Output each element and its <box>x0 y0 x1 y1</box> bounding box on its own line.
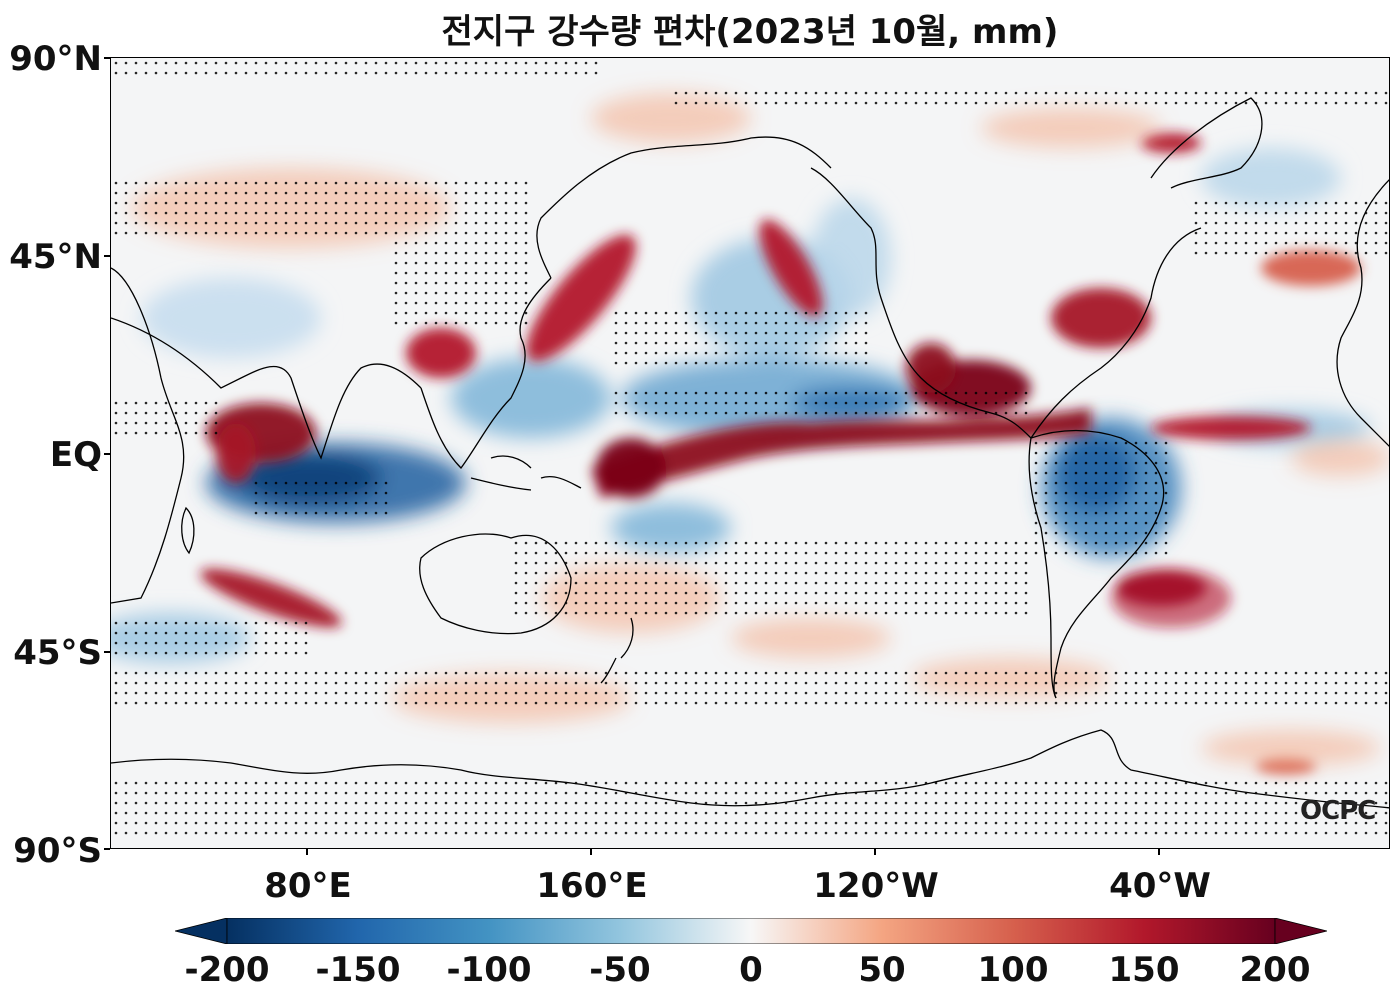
colorbar-tick-label: 150 <box>1108 950 1180 990</box>
ocpc-watermark: OCPC <box>1300 796 1376 826</box>
x-label-40w: 40°W <box>1109 866 1211 906</box>
colorbar-tick-label: -150 <box>315 950 401 990</box>
x-label-120w: 120°W <box>813 866 939 906</box>
map-title: 전지구 강수량 편차(2023년 10월, mm) <box>441 12 1059 52</box>
x-label-80e: 80°E <box>264 866 352 906</box>
y-label-90n: 90°N <box>9 39 102 79</box>
y-label-45s: 45°S <box>13 633 102 673</box>
y-label-45n: 45°N <box>9 237 102 277</box>
y-label-eq: EQ <box>49 435 102 475</box>
colorbar-tick-label: -200 <box>184 950 270 990</box>
y-label-90s: 90°S <box>13 831 102 871</box>
colorbar-tick-label: -50 <box>589 950 651 990</box>
x-label-160e: 160°E <box>536 866 648 906</box>
colorbar-tick-label: 0 <box>739 950 763 990</box>
colorbar-tick-label: 200 <box>1239 950 1311 990</box>
colorbar-tick-label: 50 <box>858 950 906 990</box>
precipitation-anomaly-map <box>110 57 1390 849</box>
colorbar <box>175 918 1327 944</box>
colorbar-tick-label: 100 <box>977 950 1049 990</box>
colorbar-tick-label: -100 <box>446 950 532 990</box>
